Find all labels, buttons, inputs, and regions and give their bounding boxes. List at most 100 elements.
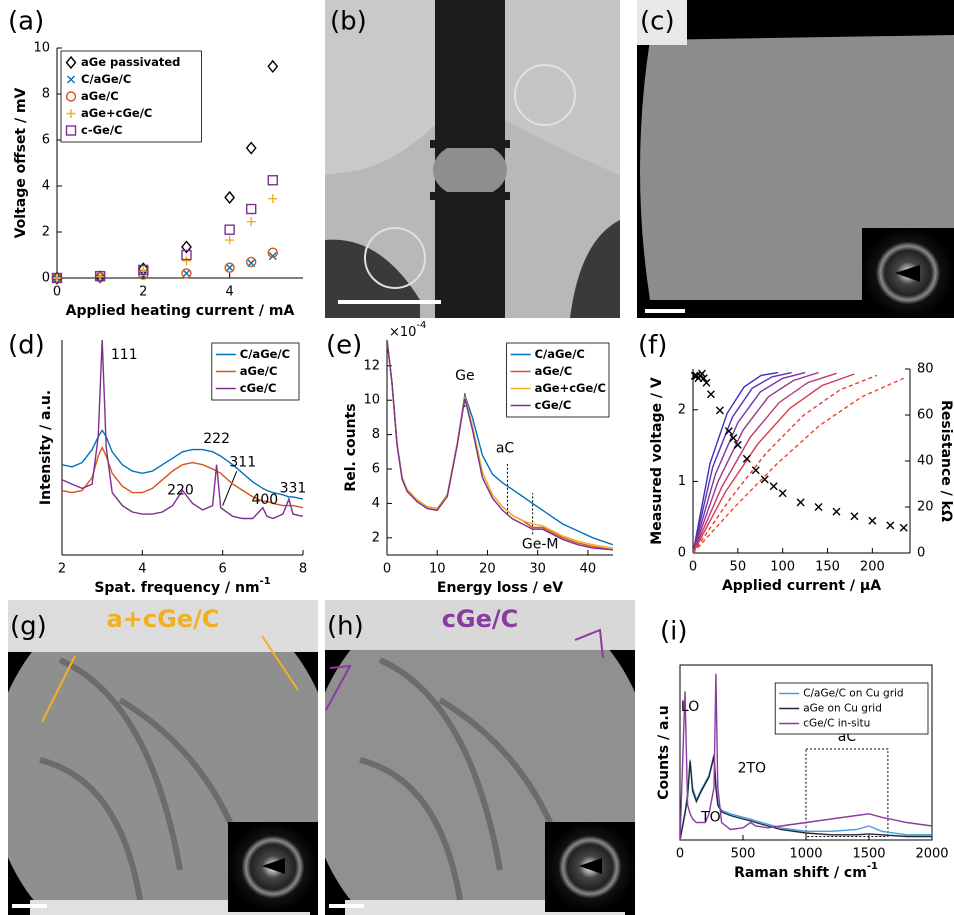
series-line xyxy=(693,374,878,553)
panel-label: (h) xyxy=(327,612,364,642)
y-tick-label: 6 xyxy=(42,133,50,148)
data-point xyxy=(94,270,106,282)
data-point xyxy=(778,489,787,498)
data-point xyxy=(181,240,192,254)
y2-axis-label: Resistance / kΩ xyxy=(938,400,954,522)
data-point xyxy=(246,256,257,268)
data-point xyxy=(51,272,63,284)
y-axis-label: Measured voltage / V xyxy=(649,377,665,545)
panel-label: (c) xyxy=(640,7,675,37)
y-tick-label: 10 xyxy=(363,393,380,408)
x-axis-label: Raman shift / cm-1 xyxy=(734,861,878,881)
superscript: -4 xyxy=(416,320,426,331)
series-line xyxy=(680,755,932,840)
y-tick-label: 8 xyxy=(42,87,50,102)
y-tick-label: 6 xyxy=(372,462,380,477)
legend-marker xyxy=(66,109,76,118)
data-point xyxy=(181,256,191,266)
x-tick-label: 100 xyxy=(770,560,795,575)
text-span: Spat. frequency / nm xyxy=(94,580,259,596)
legend-marker xyxy=(65,125,77,136)
data-point xyxy=(751,466,760,475)
legend-label: cGe/C in-situ xyxy=(803,718,870,730)
y-tick-label: 10 xyxy=(33,41,50,56)
data-point xyxy=(699,374,708,383)
annotation: Ge-M xyxy=(522,537,559,553)
data-point xyxy=(899,523,908,532)
legend-label: aGe+cGe/C xyxy=(535,381,606,395)
data-point xyxy=(95,272,105,282)
text-span: Measured voltage / V xyxy=(649,377,665,545)
x-tick-label: 0 xyxy=(53,285,61,300)
data-point xyxy=(224,224,235,235)
series-line xyxy=(680,754,932,840)
data-point xyxy=(246,203,257,215)
data-point xyxy=(245,141,257,155)
data-point xyxy=(181,268,192,279)
x-tick-label: 4 xyxy=(225,285,233,300)
data-point xyxy=(246,217,256,227)
data-point xyxy=(52,273,62,283)
panel-label: (d) xyxy=(8,331,45,361)
x-axis-label: Applied current / μA xyxy=(722,578,881,594)
image-title: cGe/C xyxy=(442,605,519,633)
annotation: 400 xyxy=(251,492,278,508)
y-axis-label: Rel. counts xyxy=(343,403,359,491)
x-tick-label: 2000 xyxy=(915,847,948,862)
data-point xyxy=(224,190,236,205)
x-tick-label: 0 xyxy=(689,560,697,575)
text-span: Energy loss / eV xyxy=(437,580,563,596)
data-point xyxy=(729,434,738,442)
annotation: 220 xyxy=(167,483,194,499)
legend-label: aGe/C xyxy=(535,364,573,378)
legend-label: cGe/C xyxy=(535,398,572,412)
panel-label: (i) xyxy=(660,617,688,647)
image-g: (g) a+cGe/C xyxy=(8,600,318,915)
x-tick-label: 8 xyxy=(299,562,307,577)
x-tick-label: 40 xyxy=(580,562,597,577)
y-axis-label: Counts / a.u xyxy=(656,705,672,799)
series-line xyxy=(693,371,792,553)
y-tick-label: 2 xyxy=(678,402,686,417)
image-c: (c) xyxy=(637,0,954,318)
y-multiplier: ×10-4 xyxy=(389,320,426,340)
legend-label: aGe/C xyxy=(81,89,119,103)
y-tick-label: 2 xyxy=(42,225,50,240)
data-point xyxy=(225,263,234,272)
data-point xyxy=(724,427,733,436)
y-tick-label: 8 xyxy=(372,427,380,442)
data-point xyxy=(267,59,279,74)
data-point xyxy=(868,516,877,525)
x-tick-label: 30 xyxy=(529,562,546,577)
data-point xyxy=(51,271,63,285)
legend-marker xyxy=(65,91,77,102)
annotation: 311 xyxy=(229,455,256,471)
legend-label: aGe on Cu grid xyxy=(803,703,882,715)
image-b: (b) xyxy=(325,0,620,318)
x-tick-label: 200 xyxy=(860,560,885,575)
legend-label: cGe/C xyxy=(240,381,277,395)
image-title: a+cGe/C xyxy=(107,605,220,633)
series-line xyxy=(387,339,613,551)
guide-line xyxy=(222,470,238,506)
data-point xyxy=(886,521,895,530)
panel-label: (g) xyxy=(10,612,47,642)
data-point xyxy=(814,503,823,511)
y-tick-label: 0 xyxy=(42,271,50,286)
x-tick-label: 2 xyxy=(139,285,147,300)
panel-label: (e) xyxy=(326,331,362,361)
data-point xyxy=(832,507,841,516)
data-point xyxy=(224,262,235,273)
annotation: 222 xyxy=(203,431,230,447)
data-point xyxy=(268,194,278,204)
text-span: Raman shift / cm xyxy=(734,865,867,881)
y2-tick-label: 80 xyxy=(917,362,934,377)
y-tick-label: 1 xyxy=(678,474,686,489)
annotation: TO xyxy=(700,809,721,825)
legend-marker xyxy=(67,75,75,84)
x-tick-label: 0 xyxy=(383,562,391,577)
legend-label: C/aGe/C xyxy=(240,347,290,361)
legend-label: C/aGe/C on Cu grid xyxy=(803,688,903,700)
data-point xyxy=(267,247,278,258)
